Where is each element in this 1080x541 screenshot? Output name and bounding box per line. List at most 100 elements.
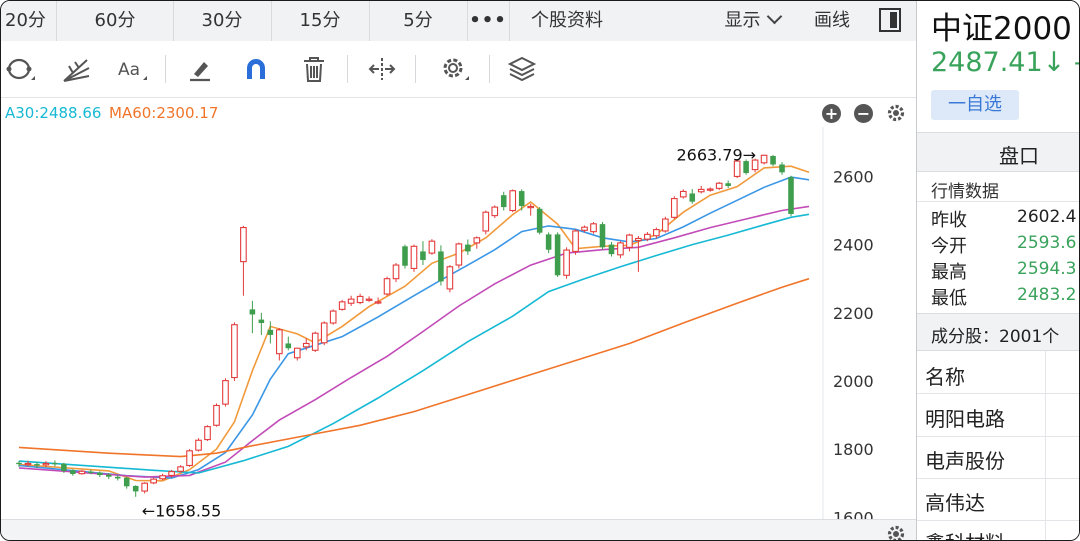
constituents-bar[interactable]: 成分股：2001个 [917,313,1079,351]
toolbar-divider [489,55,490,83]
tab-30min[interactable]: 30分 [173,1,272,41]
candle-body-down [88,471,94,473]
order-book-header[interactable]: 盘口 [917,132,1079,172]
svg-text:Aa: Aa [118,60,140,80]
candle-body-up [733,160,741,177]
tab-20min[interactable]: 20分 [1,1,57,41]
ma-line-ma20 [18,205,810,478]
display-menu-button[interactable]: 显示 [707,1,797,41]
candle-body-up [679,190,687,198]
y-tick-label: 2600 [833,167,874,186]
candle-body-up [320,322,328,344]
magnet-icon[interactable] [241,54,271,84]
candle-body-up [428,240,436,254]
candlestick-chart[interactable]: 2600 2400 2200 2000 1800 1600 2663.79→ ←1658.55 [1,127,916,527]
candle-body-up [473,237,481,244]
candle-body-up [760,154,768,164]
chevron-down-icon [766,8,782,25]
candle-body-up [177,466,184,472]
toolbar-divider [415,55,416,83]
candle-body-up [365,298,373,301]
bottom-strip [1,519,916,540]
drawing-toolbar: Aa [1,41,916,98]
candle-body-up [509,190,517,212]
toolbar-divider [165,55,166,83]
open-value: 2593.6 [1017,233,1077,253]
candle-body-down [249,309,256,315]
tab-60min[interactable]: 60分 [57,1,174,41]
candle-body-down [438,251,444,282]
divider [917,393,1079,394]
candle-body-up [213,404,220,426]
zoom-in-icon[interactable]: + [822,104,841,123]
candle-body-up [78,470,86,475]
candle-body-up [446,266,454,290]
candle-body-down [599,224,606,248]
candle-body-down [779,164,785,173]
tab-stock-profile[interactable]: 个股资料 [531,10,603,31]
candle-body-down [34,464,40,466]
zoom-out-icon[interactable]: − [854,104,873,123]
cycle-icon[interactable] [5,54,35,84]
divider [917,520,1079,521]
y-tick-label: 2200 [833,304,874,323]
bottom-settings-gear-icon[interactable] [886,524,906,541]
candle-body-up [563,249,570,276]
candle-body-up [590,223,597,233]
candle-body-up [347,298,355,304]
candle-body-up [455,243,463,266]
panel-toggle-icon[interactable] [879,8,901,32]
chart-svg: 2600 2400 2200 2000 1800 1600 2663.79→ ←1658.55 [16,127,874,527]
column-header-name[interactable]: 名称 [925,365,965,389]
tab-5min[interactable]: 5分 [369,1,468,41]
stock-row-name[interactable]: 高伟达 [925,491,985,515]
stock-row-name[interactable]: 鑫科材料 [925,527,1005,540]
candle-body-up [168,471,175,476]
ma-line-ma5 [18,165,810,482]
y-tick-label: 2000 [833,372,874,391]
candle-body-up [42,462,50,466]
divider [917,436,1079,437]
candle-body-down [554,234,561,276]
candle-body-down [770,155,776,165]
measure-icon[interactable] [367,54,397,84]
column-divider [1045,350,1046,540]
watchlist-button[interactable]: 一自选 [931,90,1019,120]
tab-15min[interactable]: 15分 [271,1,370,41]
candle-body-down [788,177,794,214]
ma-line-ma10 [18,176,810,479]
low-label: 最低 [931,288,967,309]
prev-close-value: 2602.4 [1017,207,1077,227]
candle-body-up [195,439,202,451]
stock-row-name[interactable]: 明阳电路 [925,407,1005,431]
text-tool-icon[interactable]: Aa [117,54,147,84]
constituents-count: 成分股：2001个 [931,327,1060,347]
index-price: 2487.41↓ - [931,47,1080,78]
candle-body-up [715,182,723,189]
stock-row-name[interactable]: 电声股份 [925,449,1005,473]
candle-body-down [465,244,471,252]
layers-icon[interactable] [507,54,537,84]
candle-body-up [275,329,283,355]
candle-body-up [374,301,382,304]
candle-body-up [141,482,149,492]
draw-line-button[interactable]: 画线 [814,10,850,31]
chart-panel: 20分 60分 30分 15分 5分 ••• 个股资料 显示 画线 Aa [1,1,916,541]
fib-fan-icon[interactable] [61,54,91,84]
candle-body-down [743,161,749,174]
candle-body-down [97,472,103,476]
more-tabs-button[interactable]: ••• [467,1,510,41]
candle-body-down [725,183,731,186]
eraser-icon[interactable] [185,54,215,84]
settings-icon[interactable] [439,54,469,84]
chart-settings-gear-icon[interactable] [886,103,906,123]
candle-body-down [70,470,76,475]
candle-body-up [706,188,714,191]
trash-icon[interactable] [299,54,329,84]
candle-body-up [392,264,400,280]
index-name: 中证2000 [931,11,1072,47]
candle-body-up [572,230,579,252]
candle-body-up [491,206,499,217]
ma-line-ma60 [18,277,810,458]
